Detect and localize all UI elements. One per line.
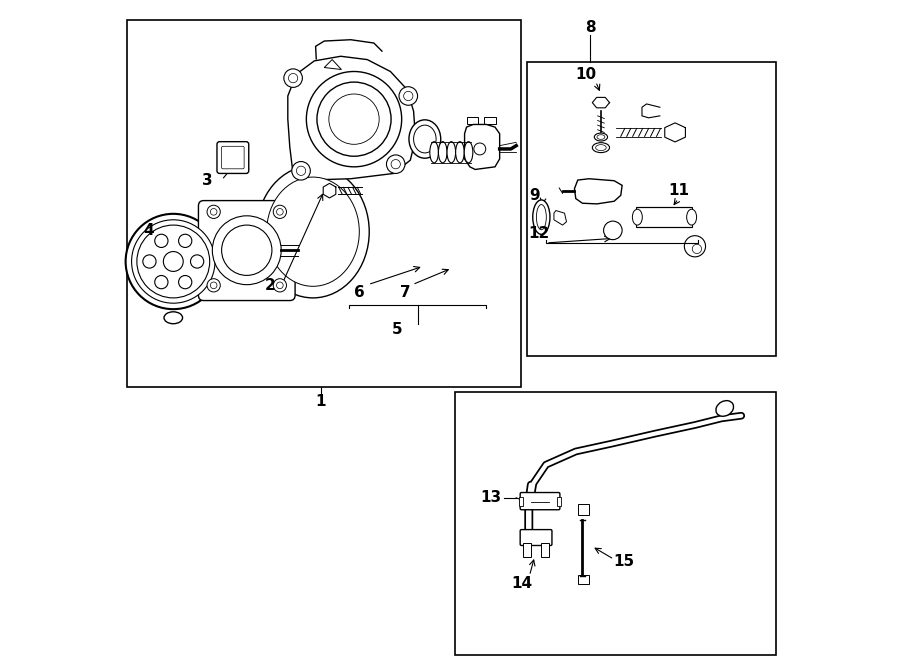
Bar: [578, 575, 589, 584]
Text: 8: 8: [585, 21, 596, 35]
Circle shape: [178, 234, 192, 248]
Circle shape: [328, 94, 379, 144]
Circle shape: [404, 91, 413, 101]
Bar: [527, 62, 776, 356]
Text: 14: 14: [511, 577, 532, 591]
Circle shape: [211, 209, 217, 215]
FancyBboxPatch shape: [520, 493, 560, 510]
Bar: [579, 504, 589, 515]
Ellipse shape: [594, 133, 608, 141]
Bar: [127, 20, 521, 387]
Circle shape: [211, 282, 217, 289]
Text: 2: 2: [265, 279, 275, 293]
Polygon shape: [464, 124, 500, 169]
Text: 3: 3: [202, 173, 212, 187]
Text: 12: 12: [528, 226, 550, 240]
Circle shape: [126, 214, 220, 309]
Circle shape: [143, 255, 156, 268]
Ellipse shape: [533, 200, 550, 234]
Ellipse shape: [597, 135, 605, 140]
Text: 6: 6: [354, 285, 364, 300]
Ellipse shape: [164, 312, 183, 324]
Circle shape: [212, 216, 281, 285]
Circle shape: [473, 143, 486, 155]
Bar: [455, 392, 776, 655]
Text: 7: 7: [400, 285, 410, 300]
Ellipse shape: [256, 166, 369, 298]
Circle shape: [191, 255, 203, 268]
Circle shape: [292, 162, 310, 180]
FancyBboxPatch shape: [520, 530, 552, 545]
Circle shape: [155, 275, 168, 289]
Polygon shape: [574, 179, 622, 204]
Bar: [484, 117, 496, 124]
Bar: [556, 496, 562, 506]
Ellipse shape: [596, 145, 607, 151]
Ellipse shape: [716, 401, 733, 416]
Text: 13: 13: [481, 491, 501, 505]
Ellipse shape: [687, 209, 697, 225]
Circle shape: [276, 282, 284, 289]
Circle shape: [692, 244, 702, 254]
Text: 9: 9: [529, 188, 539, 203]
Polygon shape: [288, 56, 416, 180]
Circle shape: [306, 71, 401, 167]
Circle shape: [178, 275, 192, 289]
Polygon shape: [324, 60, 341, 70]
Text: 15: 15: [613, 554, 634, 569]
Text: 4: 4: [143, 223, 154, 238]
Bar: [523, 543, 531, 557]
Circle shape: [155, 234, 168, 248]
Ellipse shape: [633, 209, 643, 225]
Circle shape: [604, 221, 622, 240]
Ellipse shape: [414, 125, 436, 153]
Bar: [466, 117, 479, 124]
Text: 10: 10: [576, 67, 597, 81]
Circle shape: [289, 73, 298, 83]
Ellipse shape: [266, 177, 359, 287]
FancyBboxPatch shape: [217, 142, 248, 173]
Text: 11: 11: [668, 183, 688, 198]
Ellipse shape: [536, 205, 546, 230]
Circle shape: [399, 87, 418, 105]
Ellipse shape: [447, 142, 455, 163]
Ellipse shape: [409, 120, 441, 158]
Circle shape: [274, 279, 286, 292]
Circle shape: [164, 252, 184, 271]
Circle shape: [207, 205, 220, 218]
Ellipse shape: [438, 142, 447, 163]
Text: 5: 5: [392, 322, 402, 337]
Bar: [542, 543, 549, 557]
Ellipse shape: [592, 143, 609, 153]
Circle shape: [684, 236, 706, 257]
Circle shape: [131, 220, 215, 303]
Text: 1: 1: [316, 395, 326, 409]
FancyBboxPatch shape: [221, 146, 244, 169]
Ellipse shape: [455, 142, 464, 163]
Circle shape: [317, 82, 392, 156]
Circle shape: [296, 166, 306, 175]
Circle shape: [392, 160, 400, 169]
Circle shape: [207, 279, 220, 292]
Circle shape: [137, 225, 210, 298]
Circle shape: [284, 69, 302, 87]
Circle shape: [386, 155, 405, 173]
Bar: [636, 207, 691, 227]
Circle shape: [276, 209, 284, 215]
Ellipse shape: [430, 142, 438, 163]
FancyBboxPatch shape: [198, 201, 295, 301]
Circle shape: [274, 205, 286, 218]
Polygon shape: [554, 211, 566, 225]
Circle shape: [221, 225, 272, 275]
Ellipse shape: [464, 142, 473, 163]
Bar: [518, 496, 524, 506]
